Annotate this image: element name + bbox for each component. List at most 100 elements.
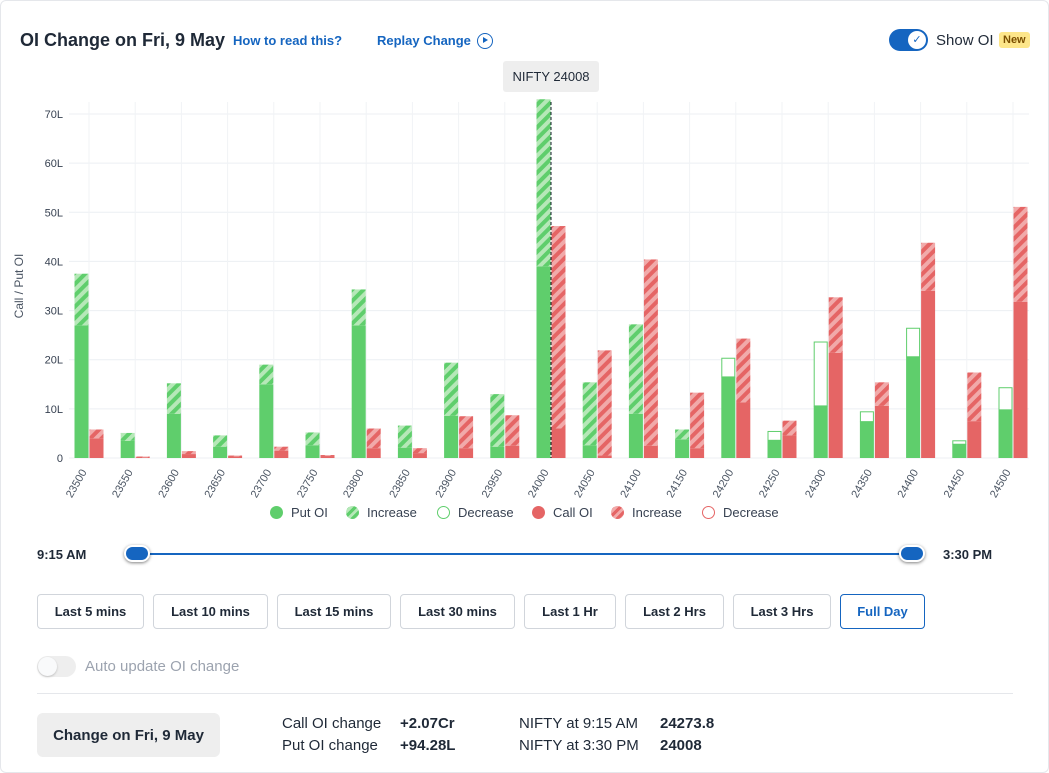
auto-update-label: Auto update OI change — [85, 658, 240, 675]
call-base-bar — [828, 352, 843, 458]
how-to-read-link[interactable]: How to read this? — [233, 33, 343, 48]
legend-put-increase: Increase — [346, 505, 417, 520]
call-base-bar — [597, 455, 612, 458]
x-tick-label: 24500 — [988, 468, 1014, 500]
call-base-bar — [181, 454, 196, 458]
call-base-bar — [459, 448, 474, 458]
timeline-slider-track[interactable] — [137, 553, 912, 555]
put-base-bar — [767, 440, 782, 458]
put-base-bar — [906, 356, 921, 458]
x-tick-label: 24350 — [849, 468, 875, 500]
put-oi-change-label: Put OI change — [282, 737, 378, 754]
put-increase-bar — [582, 382, 597, 446]
legend-put-decrease: Decrease — [437, 505, 514, 520]
put-decrease-bar — [906, 327, 921, 358]
put-increase-bar — [444, 362, 459, 416]
x-tick-label: 24150 — [665, 468, 691, 500]
replay-change-link[interactable]: Replay Change — [377, 32, 493, 50]
spot-close-value: 24008 — [660, 737, 702, 754]
put-increase-bar — [351, 289, 366, 326]
put-base-bar — [444, 415, 459, 458]
timeline-start-handle[interactable] — [124, 545, 150, 562]
show-oi-toggle[interactable]: ✓ — [889, 29, 928, 51]
put-increase-bar — [628, 324, 643, 414]
call-increase-bar — [597, 350, 612, 456]
legend-call-decrease: Decrease — [702, 505, 779, 520]
call-increase-bar — [874, 382, 889, 406]
put-base-bar — [582, 445, 597, 458]
call-base-bar — [505, 445, 520, 458]
put-decrease-bar — [721, 357, 736, 378]
put-base-bar — [74, 325, 89, 458]
range-last-5-mins[interactable]: Last 5 mins — [37, 594, 144, 629]
put-increase-bar — [259, 364, 274, 385]
y-tick-label: 40L — [45, 256, 63, 268]
range-last-10-mins[interactable]: Last 10 mins — [153, 594, 268, 629]
divider — [37, 693, 1013, 694]
call-swatch-icon — [532, 506, 545, 519]
call-increase-bar — [89, 429, 104, 439]
auto-update-toggle[interactable] — [37, 656, 76, 677]
put-increase-swatch-icon — [346, 506, 359, 519]
change-date-button[interactable]: Change on Fri, 9 May — [37, 713, 220, 757]
x-tick-label: 23850 — [387, 468, 413, 500]
y-tick-label: 60L — [45, 158, 63, 170]
legend-put-oi: Put OI — [270, 505, 328, 520]
call-increase-bar — [505, 415, 520, 446]
spot-marker-box — [503, 61, 599, 92]
auto-update-knob — [38, 657, 57, 676]
check-icon: ✓ — [908, 31, 926, 49]
x-tick-label: 24400 — [896, 468, 922, 500]
put-increase-bar — [74, 273, 89, 326]
range-full-day[interactable]: Full Day — [840, 594, 925, 629]
x-tick-label: 23950 — [480, 468, 506, 500]
call-oi-change-value: +2.07Cr — [400, 715, 455, 732]
call-increase-bar — [643, 259, 658, 446]
page-title: OI Change on Fri, 9 May — [20, 30, 226, 50]
range-last-2-hrs[interactable]: Last 2 Hrs — [625, 594, 724, 629]
put-decrease-swatch-icon — [437, 506, 450, 519]
x-tick-label: 23550 — [110, 468, 136, 500]
put-base-bar — [120, 440, 135, 458]
range-last-3-hrs[interactable]: Last 3 Hrs — [733, 594, 831, 629]
call-increase-bar — [1013, 206, 1028, 302]
call-base-bar — [1013, 301, 1028, 458]
put-increase-bar — [536, 99, 551, 267]
call-increase-bar — [828, 297, 843, 353]
spot-close-label: NIFTY at 3:30 PM — [519, 737, 639, 754]
put-decrease-bar — [859, 411, 874, 423]
call-base-bar — [228, 456, 243, 458]
y-tick-label: 10L — [45, 404, 63, 416]
call-base-bar — [366, 448, 381, 458]
range-last-30-mins[interactable]: Last 30 mins — [400, 594, 515, 629]
put-increase-bar — [213, 435, 228, 447]
timeline-start-label: 9:15 AM — [37, 547, 87, 562]
x-tick-label: 23900 — [434, 468, 460, 500]
y-tick-label: 30L — [45, 306, 63, 318]
call-base-bar — [89, 438, 104, 458]
put-base-bar — [675, 439, 690, 458]
range-last-15-mins[interactable]: Last 15 mins — [277, 594, 391, 629]
put-base-bar — [259, 384, 274, 458]
spot-marker-label: NIFTY 24008 — [512, 69, 589, 84]
put-base-bar — [213, 446, 228, 458]
timeline-end-handle[interactable] — [899, 545, 925, 562]
x-tick-label: 24100 — [618, 468, 644, 500]
call-base-bar — [921, 290, 936, 458]
put-increase-bar — [120, 432, 135, 441]
put-decrease-bar — [998, 387, 1013, 411]
call-increase-bar — [782, 420, 797, 436]
range-last-1-hr[interactable]: Last 1 Hr — [524, 594, 616, 629]
put-increase-bar — [490, 394, 505, 447]
call-increase-bar — [228, 455, 243, 457]
oi-chart: 0 10L 20L 30L 40L 50L 60L 70L Call / Put OI 23500… — [12, 61, 1029, 500]
call-base-bar — [274, 450, 289, 458]
put-base-bar — [351, 325, 366, 458]
put-increase-bar — [305, 432, 320, 446]
put-increase-bar — [675, 429, 690, 440]
y-tick-label: 0 — [57, 453, 63, 465]
legend-call-oi: Call OI — [532, 505, 593, 520]
call-increase-bar — [921, 242, 936, 291]
put-decrease-bar — [767, 430, 782, 441]
